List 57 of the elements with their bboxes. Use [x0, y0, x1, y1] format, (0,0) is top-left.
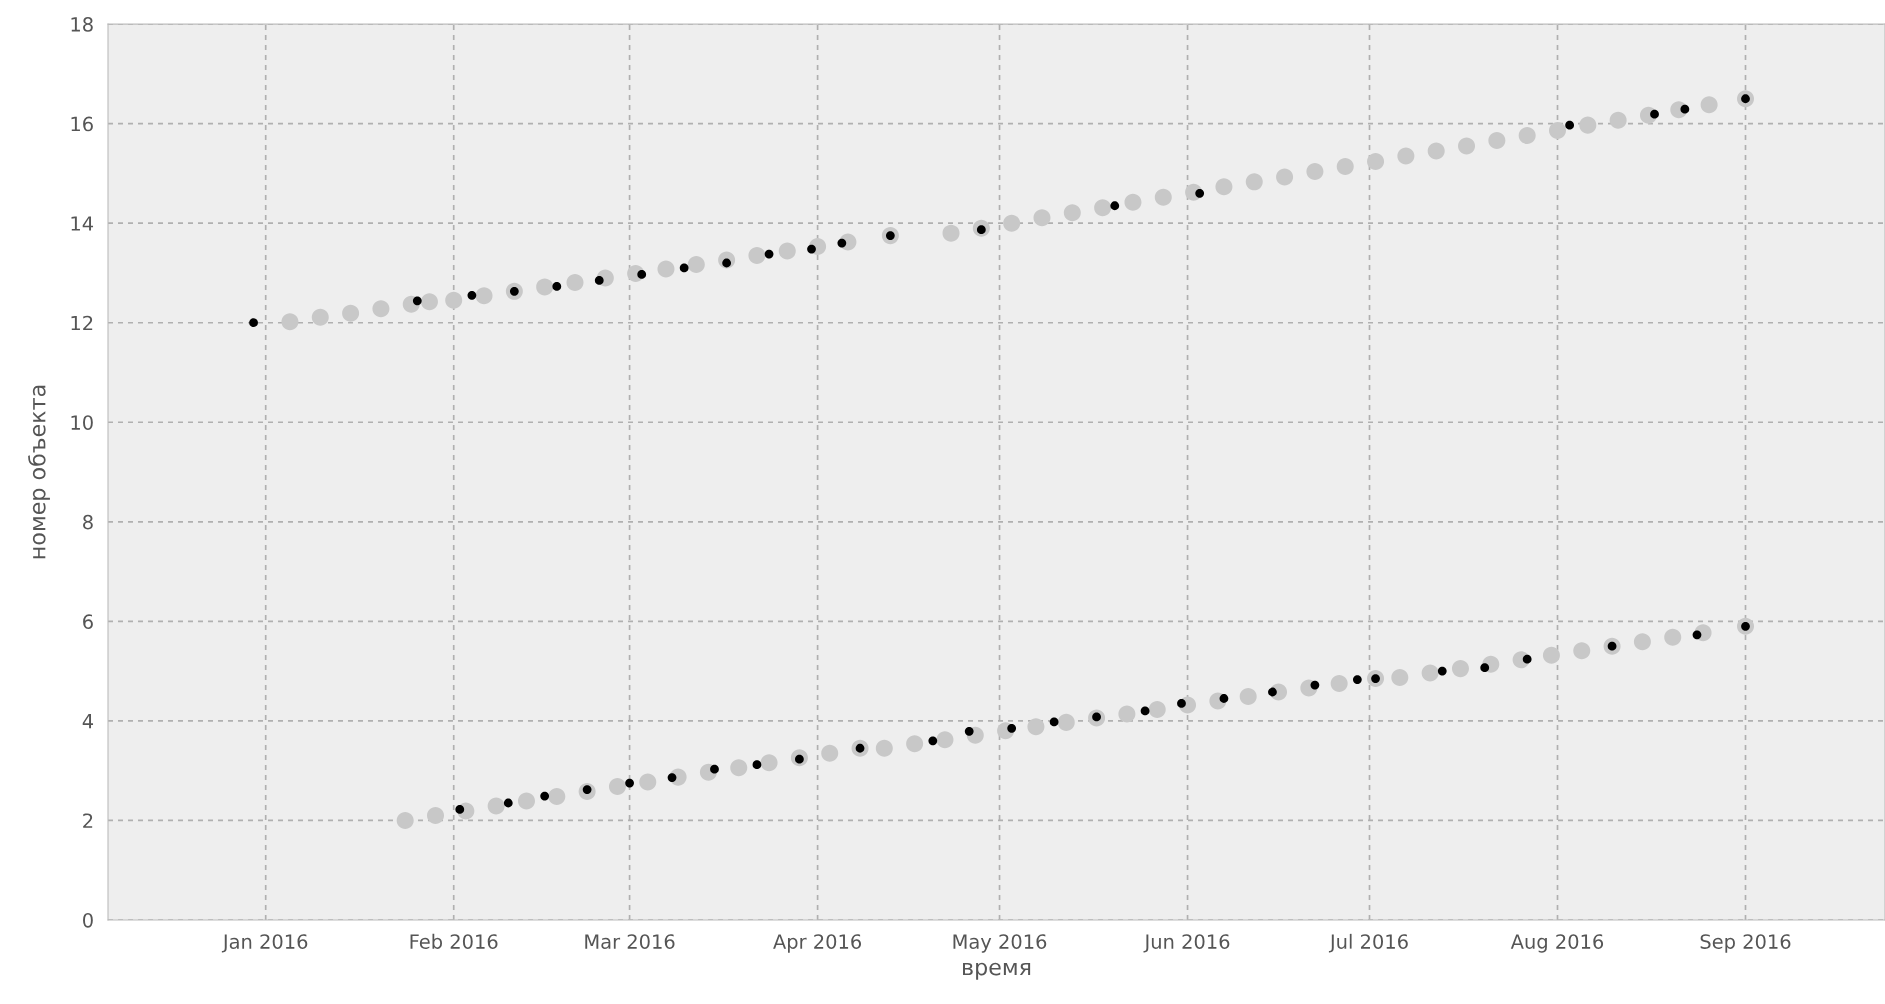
point [752, 760, 762, 770]
point [807, 244, 816, 254]
point [1049, 717, 1059, 727]
y-tick-label: 14 [71, 216, 94, 231]
x-tick-label: Apr 2016 [773, 934, 862, 953]
point [1195, 188, 1205, 198]
point [1007, 723, 1017, 733]
point [1268, 687, 1277, 697]
point [552, 281, 562, 291]
x-tick-label: Feb 2016 [410, 933, 498, 949]
point [710, 764, 719, 774]
y-axis-title: номер объекта [28, 385, 50, 559]
y-tick-label: 18 [71, 17, 93, 32]
point [1650, 109, 1659, 119]
y-tick-label: 6 [83, 614, 93, 630]
x-tick-label: Jan 2016 [221, 934, 308, 953]
point [964, 726, 974, 736]
y-tick-label: 2 [83, 813, 93, 828]
point [1680, 104, 1690, 114]
point [679, 263, 689, 273]
point [503, 798, 513, 808]
point [1219, 694, 1229, 703]
point [540, 791, 550, 801]
point [249, 318, 258, 328]
point [1177, 699, 1186, 708]
y-tick-label: 0 [83, 912, 93, 928]
x-tick-label: May 2016 [953, 934, 1047, 953]
x-tick-label: Sep 2016 [1700, 934, 1791, 953]
point [594, 276, 604, 285]
point [1140, 706, 1150, 716]
point [637, 270, 647, 279]
point [467, 290, 477, 300]
point [837, 238, 847, 248]
x-tick-label: Jul 2016 [1328, 933, 1408, 953]
point [667, 773, 677, 783]
point [1110, 201, 1120, 211]
y-tick-label: 4 [82, 714, 94, 729]
x-tick-label: Mar 2016 [585, 934, 675, 949]
y-tick-label: 10 [71, 415, 93, 430]
point [412, 296, 422, 306]
y-tick-label: 8 [83, 514, 93, 530]
point [1565, 120, 1575, 130]
point [1692, 630, 1702, 640]
point [1437, 666, 1447, 676]
x-tick-label: Jun 2016 [1143, 934, 1230, 953]
point [455, 805, 465, 814]
point [1310, 680, 1320, 690]
point [1522, 654, 1532, 664]
point [764, 249, 774, 259]
point [928, 736, 938, 746]
y-tick-label: 12 [71, 315, 93, 331]
x-axis-title: время [963, 962, 1031, 980]
point [625, 778, 634, 788]
x-tick-label: Aug 2016 [1510, 934, 1604, 953]
y-tick-label: 16 [71, 116, 93, 132]
point [1352, 675, 1362, 684]
point [1480, 663, 1490, 673]
